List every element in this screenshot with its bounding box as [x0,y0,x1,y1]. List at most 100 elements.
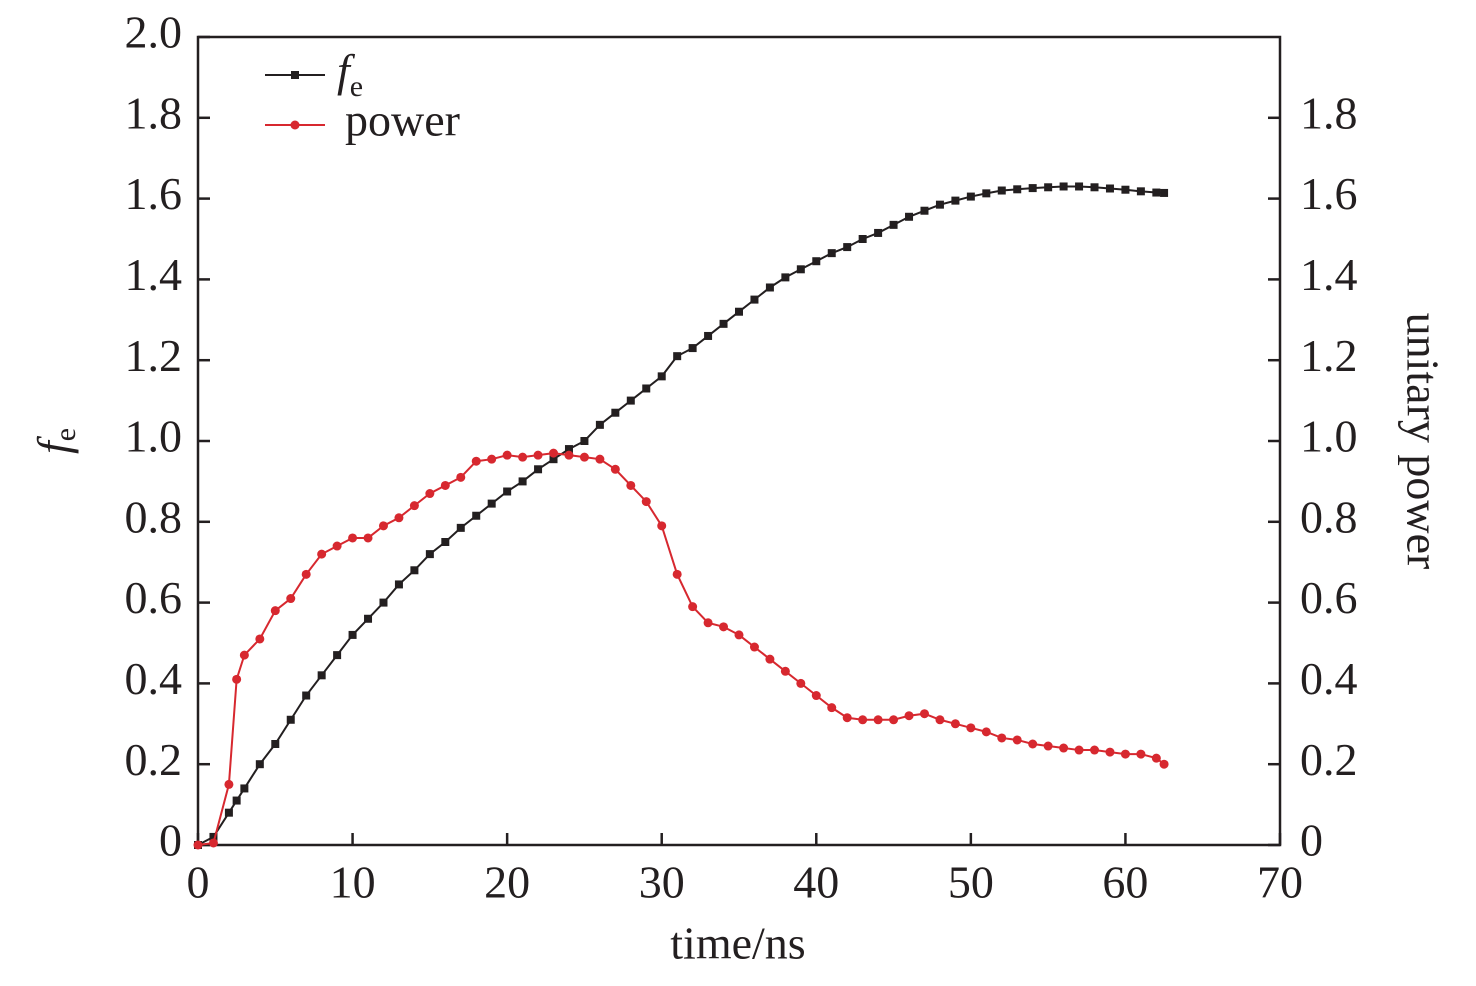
marker [193,840,203,850]
marker [348,630,357,639]
x-tick-label: 10 [330,857,376,908]
marker [1151,753,1161,763]
marker [997,186,1006,195]
marker [255,634,265,644]
y-axis-label: fe [28,428,82,454]
marker [394,513,404,523]
marker [673,352,682,361]
marker [610,464,620,474]
marker [765,654,775,664]
marker [549,448,559,458]
marker [441,538,450,546]
y-tick-label: 0 [159,815,182,866]
marker [672,569,682,579]
marker [208,838,218,848]
marker [657,521,667,531]
marker [301,569,311,579]
marker [1012,735,1022,745]
y-tick-label: 2.0 [125,7,183,58]
y-label-sub: e [49,428,82,441]
marker [704,331,713,340]
marker [487,499,496,508]
marker [1074,745,1084,755]
x-tick-label: 0 [187,857,210,908]
marker [1120,749,1130,759]
marker [920,206,929,215]
marker [611,408,620,417]
marker [456,472,466,482]
marker [1105,747,1115,757]
y2-tick-label: 0.4 [1300,653,1358,704]
y2-tick-label: 1.2 [1300,330,1358,381]
marker [378,521,388,531]
marker [409,501,419,511]
legend-marker [291,71,299,79]
marker [286,715,295,724]
marker [1121,185,1130,194]
marker [224,808,233,817]
marker [827,703,837,713]
marker [842,713,852,723]
marker [1090,183,1099,192]
marker [950,719,960,729]
x-tick-label: 40 [793,857,839,908]
marker [564,450,574,460]
marker [889,715,899,725]
plot-frame [196,35,1282,847]
marker [503,487,512,496]
y-tick-label: 0.4 [125,653,183,704]
marker [1059,182,1068,191]
marker [982,189,991,198]
marker [1028,739,1038,749]
marker [626,396,635,405]
marker [232,796,241,805]
marker [734,630,744,640]
marker [580,437,589,445]
marker [224,779,234,789]
marker [1090,745,1100,755]
marker [425,550,434,559]
marker [919,709,929,719]
y-tick-label: 1.8 [125,87,183,138]
legend-label: power [345,95,460,146]
marker [904,711,914,721]
marker [1136,187,1145,196]
marker [1159,759,1169,769]
marker [781,273,790,282]
marker [239,650,249,660]
marker [719,319,728,328]
marker [394,580,403,589]
marker [317,671,326,680]
y2-tick-label: 1.0 [1300,411,1358,462]
marker [533,450,543,460]
marker [595,420,604,429]
marker [1028,184,1037,193]
marker [796,678,806,688]
y-tick-label: 0.8 [125,491,183,542]
marker [255,760,264,769]
marker [518,452,528,462]
marker [1013,185,1022,194]
y-tick-label: 1.0 [125,411,183,462]
x-tick-label: 70 [1257,857,1303,908]
marker [874,228,883,237]
x-tick-label: 50 [948,857,994,908]
marker [1044,183,1053,192]
marker [642,384,651,393]
marker [270,606,280,616]
marker [951,196,960,205]
marker [796,265,805,274]
marker [997,733,1007,743]
marker [719,622,729,632]
legend-marker [290,120,300,130]
marker [595,454,605,464]
y2-tick-label: 0 [1300,815,1323,866]
marker [735,307,743,316]
y2-tick-label: 1.8 [1300,87,1358,138]
y-tick-label: 1.4 [125,249,183,300]
marker [1059,743,1069,753]
marker [471,456,481,466]
marker [209,832,218,841]
marker [240,784,249,793]
